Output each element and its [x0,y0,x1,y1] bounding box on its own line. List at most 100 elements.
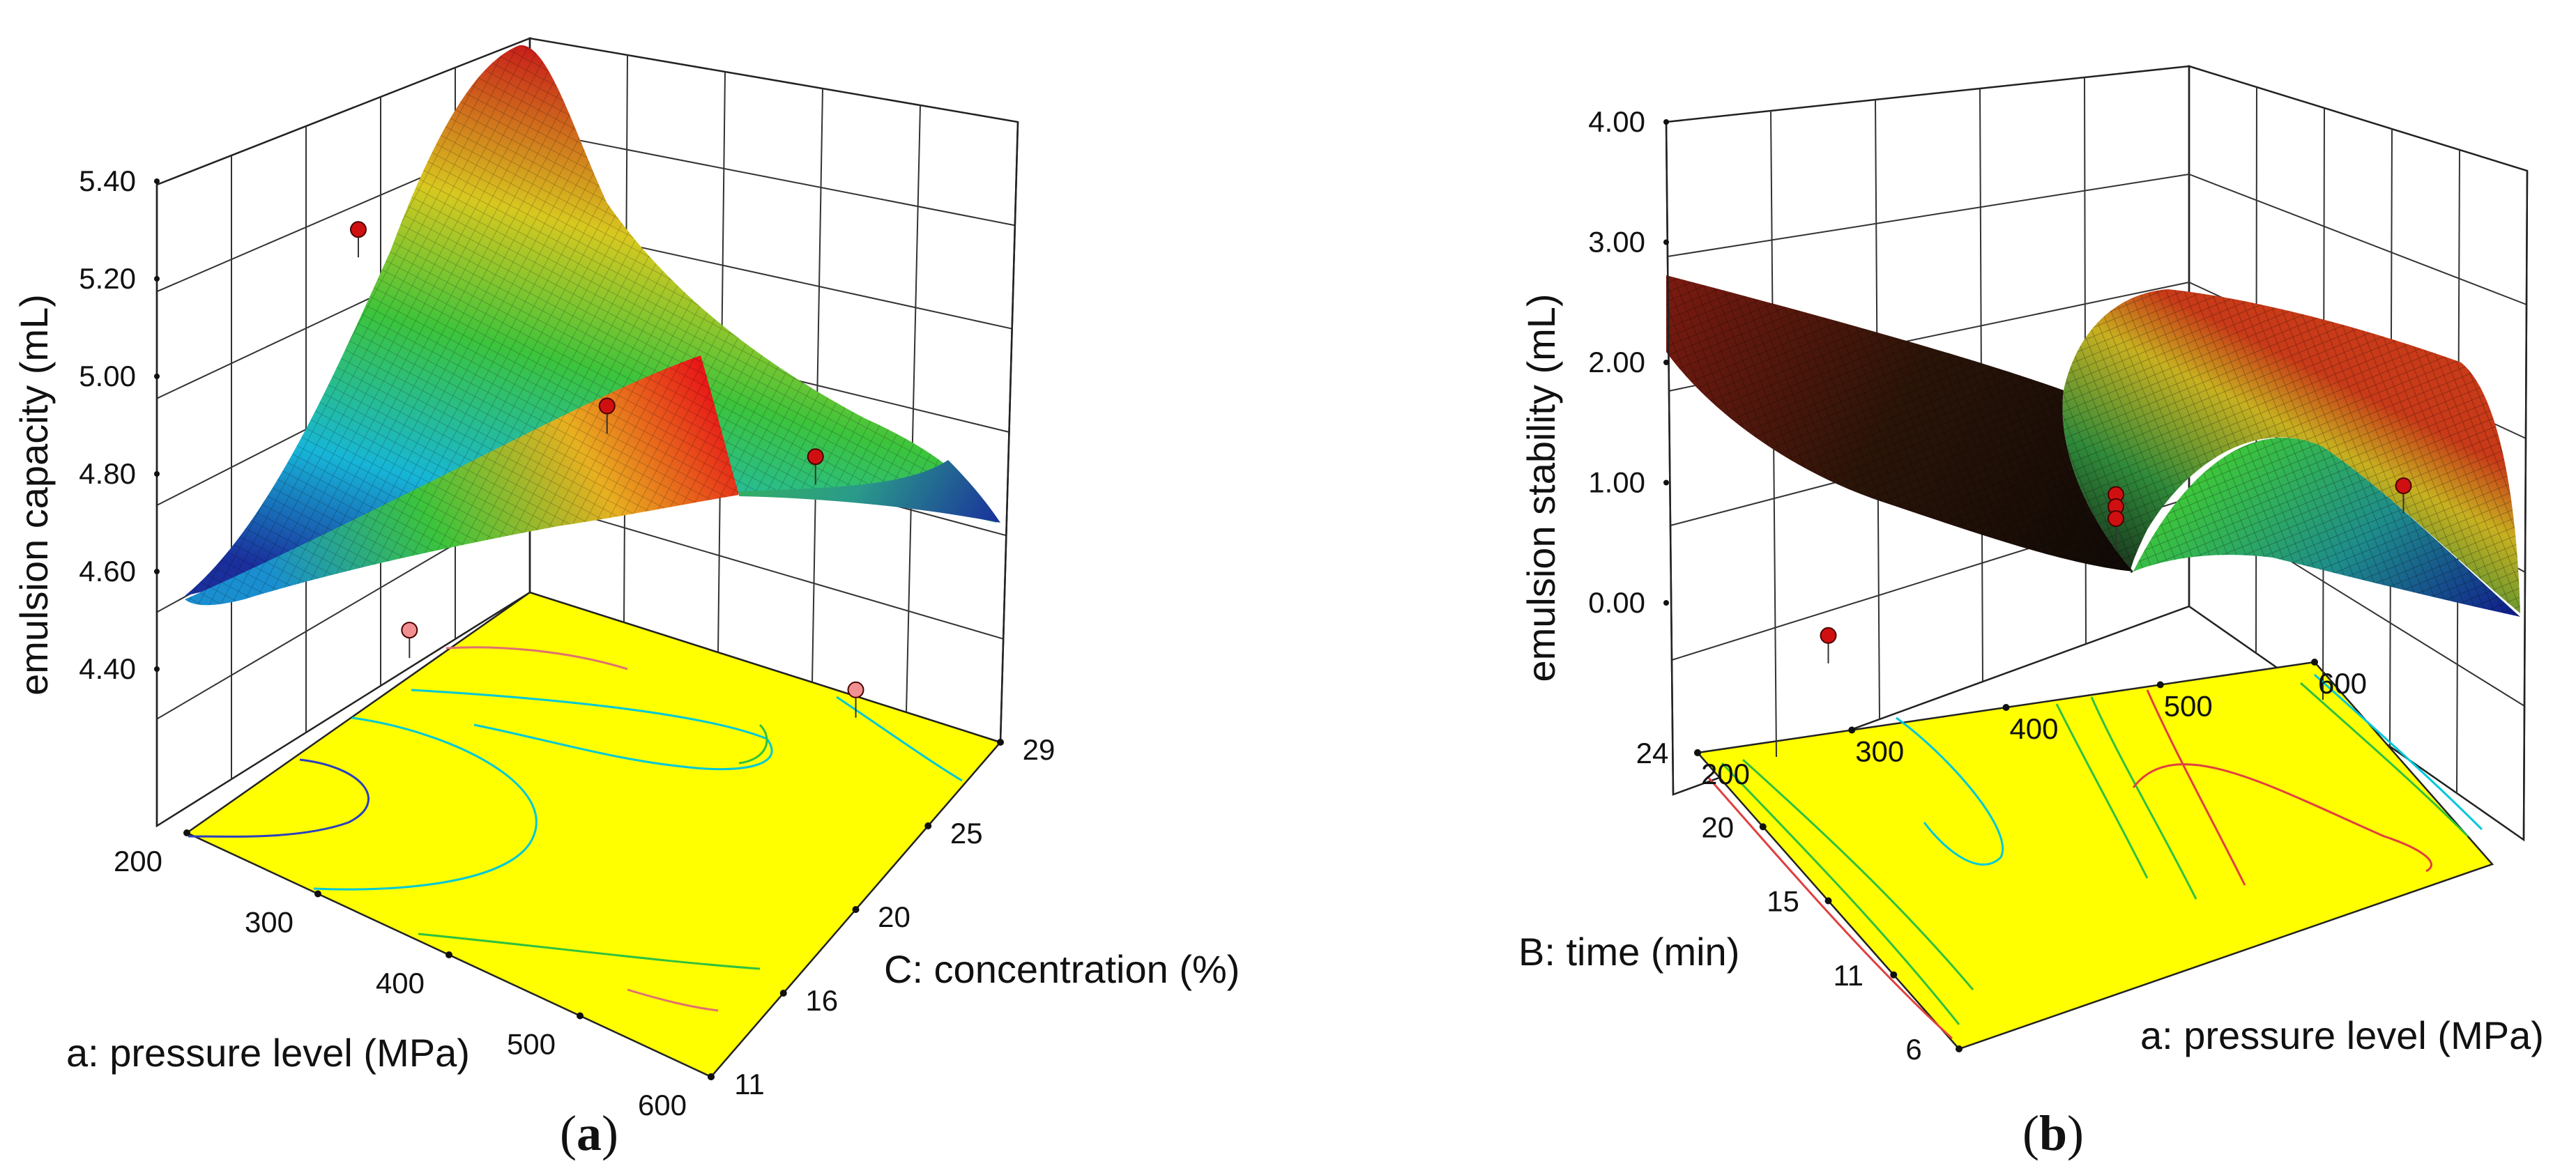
x-tick-label: 500 [507,1028,556,1061]
panel-b-surface-right-slope-mesh [2133,438,2520,617]
panel-a-label-letter: a [577,1105,602,1161]
y-tick-mark [779,990,787,997]
design-point [598,397,616,415]
z-tick-label: 0.00 [1588,586,1645,619]
x-tick-mark [2002,704,2010,711]
panel-b-chart: 0.00 1.00 2.00 3.00 4.00 200 300 400 500 600 6 11 15… [1518,65,2544,1161]
panel-b-floor-contours [1707,673,2483,1040]
panel-b-floor [1695,661,2494,1050]
panel-b-contour [2146,689,2246,886]
y-tick-mark [1824,897,1832,905]
y-tick-label: 20 [878,900,910,933]
panel-b-contour [1896,716,2004,866]
design-point [401,622,418,639]
y-tick-label: 16 [805,984,838,1017]
panel-b-axis-z [1665,121,1675,795]
x-tick-label: 500 [2164,690,2213,723]
x-tick-mark [577,1012,584,1020]
panel-b-y-axis-label: B: time (min) [1518,930,1739,974]
z-tick-mark [154,569,160,574]
panel-b-ticks: 0.00 1.00 2.00 3.00 4.00 200 300 400 500 600 6 11 15… [1588,105,2367,1066]
panel-a-z-axis-label: emulsion capacity (mL) [12,294,56,696]
z-tick-mark [1663,119,1669,125]
panel-b-axis-edge [2522,170,2529,841]
panel-a-floor [185,591,1003,1078]
x-tick-label: 400 [376,967,425,999]
z-tick-mark [154,374,160,379]
x-tick-mark [445,951,452,958]
panel-a-design-points [350,221,864,718]
y-tick-mark [708,1073,715,1080]
z-tick-label: 4.80 [79,457,136,490]
z-tick-label: 5.40 [79,164,136,197]
x-tick-mark [2311,659,2318,666]
x-tick-mark [183,829,190,836]
z-tick-mark [154,471,160,477]
x-tick-label: 300 [245,906,294,939]
panel-a-contour [188,758,370,838]
panel-b-contour [2300,682,2469,838]
x-tick-mark [2156,681,2164,689]
z-tick-mark [1663,480,1669,486]
design-point [1820,627,1837,644]
panel-b-contour [1742,758,1974,990]
panel-b-label-letter: b [2039,1105,2067,1161]
panel-a-surface-front-fold-mesh [185,355,739,606]
panel-b-design-points [1820,477,2412,663]
z-tick-mark [154,666,160,672]
x-tick-label: 200 [1701,758,1750,790]
y-tick-label: 11 [734,1068,765,1100]
panel-a-contour [445,646,628,670]
panel-a-y-axis-label: C: concentration (%) [884,947,1240,991]
design-point [807,448,824,466]
panel-b-contour [2055,703,2149,879]
panel-b-contour [2090,696,2197,900]
panel-a-surface-right-edge [739,460,1000,523]
gridline [1667,174,2190,257]
y-tick-mark [1759,823,1767,831]
z-tick-mark [1663,239,1669,245]
panel-a-contour [411,689,773,771]
y-tick-label: 6 [1905,1033,1921,1066]
y-tick-mark [1890,971,1898,979]
panel-a-x-axis-label: a: pressure level (MPa) [66,1031,470,1075]
z-tick-label: 1.00 [1588,466,1645,499]
y-tick-mark [1956,1045,1963,1052]
z-tick-label: 2.00 [1588,346,1645,378]
panel-a-ticks: 4.40 4.60 4.80 5.00 5.20 5.40 200 300 400 500 600 1… [79,164,1055,1121]
x-tick-label: 600 [2318,667,2367,700]
y-tick-mark [924,822,932,829]
panel-a-response-surface [185,45,1000,606]
y-tick-label: 24 [1636,737,1669,769]
x-tick-mark [314,890,321,898]
panel-a-contour [627,988,719,1012]
panel-b-surface-ridge-mesh [2062,289,2520,613]
panel-b-contour [1707,776,1953,1040]
panel-b-contour [2132,763,2432,873]
gridline [529,499,1004,640]
gridline [529,130,1016,227]
z-tick-mark [154,178,160,184]
panel-a-label: (a) [560,1105,618,1161]
x-tick-mark [1848,726,1856,734]
design-point [350,221,367,238]
y-tick-label: 29 [1023,733,1055,766]
panel-a-contour [738,723,768,765]
z-tick-label: 3.00 [1588,226,1645,259]
y-tick-label: 25 [950,817,983,850]
y-tick-mark [1694,749,1701,756]
x-tick-label: 300 [1855,735,1904,768]
y-tick-mark [852,906,860,913]
z-tick-label: 5.20 [79,262,136,295]
z-tick-label: 4.00 [1588,105,1645,138]
x-tick-label: 600 [638,1089,687,1121]
panel-a-contour [418,933,761,970]
y-tick-mark [997,739,1004,746]
design-point [2108,510,2124,528]
z-tick-label: 4.40 [79,652,136,685]
panel-b-response-surface [1666,275,2520,617]
panel-b-label: (b) [2022,1105,2084,1161]
z-tick-label: 4.60 [79,555,136,588]
z-tick-mark [1663,360,1669,365]
